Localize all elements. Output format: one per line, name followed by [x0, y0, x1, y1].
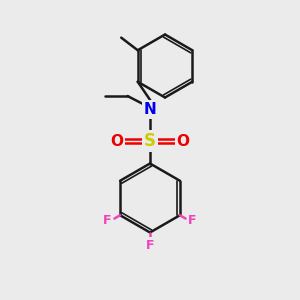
- Text: S: S: [144, 132, 156, 150]
- Text: F: F: [188, 214, 197, 227]
- Text: O: O: [176, 134, 190, 148]
- Text: F: F: [146, 238, 154, 252]
- Text: O: O: [110, 134, 124, 148]
- Text: F: F: [103, 214, 112, 227]
- Text: N: N: [144, 102, 156, 117]
